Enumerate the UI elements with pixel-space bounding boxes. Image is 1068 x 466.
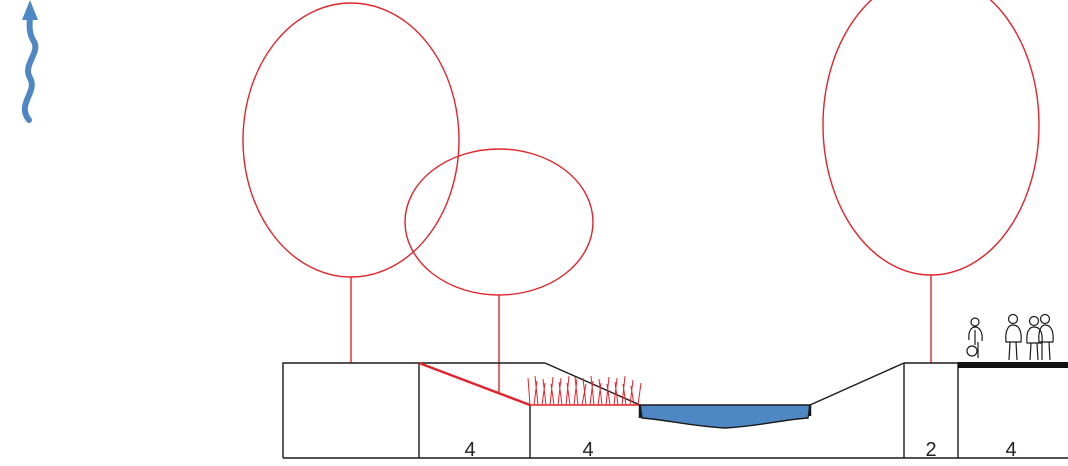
dimension-label: 4 bbox=[1005, 439, 1016, 461]
dimension-label: 4 bbox=[464, 439, 475, 461]
dimension-label: 2 bbox=[925, 439, 936, 461]
tree-large-left bbox=[242, 2, 460, 363]
tree-small-left bbox=[404, 148, 594, 392]
water-channel bbox=[638, 404, 812, 429]
wavy-arrow-icon bbox=[21, 0, 39, 123]
dimension-label: 4 bbox=[582, 439, 593, 461]
ground-section bbox=[282, 362, 1068, 459]
tree-large-right bbox=[822, 0, 1040, 363]
reed-vegetation bbox=[527, 375, 642, 406]
path-surface bbox=[958, 362, 1068, 368]
pedestrian-pair-icon bbox=[1026, 313, 1054, 361]
cyclist-icon bbox=[966, 317, 983, 358]
planted-slope bbox=[418, 361, 640, 407]
pedestrian-icon bbox=[1005, 313, 1022, 361]
